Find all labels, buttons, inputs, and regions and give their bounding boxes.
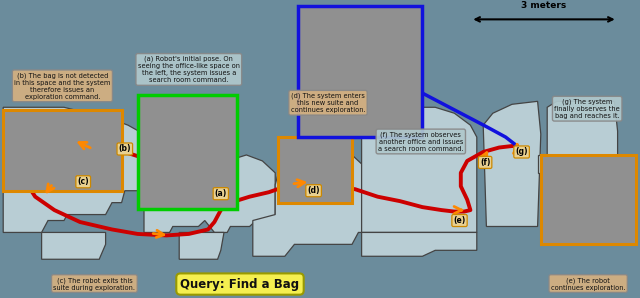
Text: (f): (f) — [480, 158, 490, 167]
Text: (c) The robot exits this
suite during exploration.: (c) The robot exits this suite during ex… — [53, 277, 136, 291]
Text: 3 meters: 3 meters — [522, 1, 566, 10]
Text: (f) The system observes
another office and issues
a search room command.: (f) The system observes another office a… — [378, 131, 463, 152]
FancyBboxPatch shape — [298, 6, 422, 137]
Text: (e) The robot
continues exploration.: (e) The robot continues exploration. — [551, 277, 625, 291]
Polygon shape — [547, 101, 618, 185]
Text: (a) Robot's initial pose. On
seeing the office-like space on
the left, the syste: (a) Robot's initial pose. On seeing the … — [138, 56, 240, 83]
Text: (g): (g) — [515, 148, 528, 156]
Text: (c): (c) — [77, 177, 89, 186]
Text: (g) The system
finally observes the
bag and reaches it.: (g) The system finally observes the bag … — [554, 99, 620, 119]
Text: (d): (d) — [307, 186, 320, 195]
Polygon shape — [538, 155, 547, 173]
FancyBboxPatch shape — [3, 110, 122, 191]
Polygon shape — [42, 232, 106, 259]
Text: (b): (b) — [118, 145, 131, 153]
Text: (b) The bag is not detected
in this space and the system
therefore issues an
exp: (b) The bag is not detected in this spac… — [14, 72, 111, 100]
FancyBboxPatch shape — [541, 155, 636, 244]
FancyBboxPatch shape — [138, 95, 237, 209]
Polygon shape — [362, 232, 477, 256]
Text: Query: Find a Bag: Query: Find a Bag — [180, 277, 300, 291]
Polygon shape — [179, 232, 224, 259]
Polygon shape — [483, 101, 541, 226]
Polygon shape — [144, 155, 275, 232]
Polygon shape — [253, 149, 365, 256]
Polygon shape — [362, 107, 477, 232]
FancyBboxPatch shape — [278, 137, 352, 203]
Polygon shape — [3, 107, 144, 232]
Text: (d) The system enters
this new suite and
continues exploration.: (d) The system enters this new suite and… — [291, 93, 365, 113]
Text: (e): (e) — [453, 216, 466, 225]
Text: (a): (a) — [214, 189, 227, 198]
